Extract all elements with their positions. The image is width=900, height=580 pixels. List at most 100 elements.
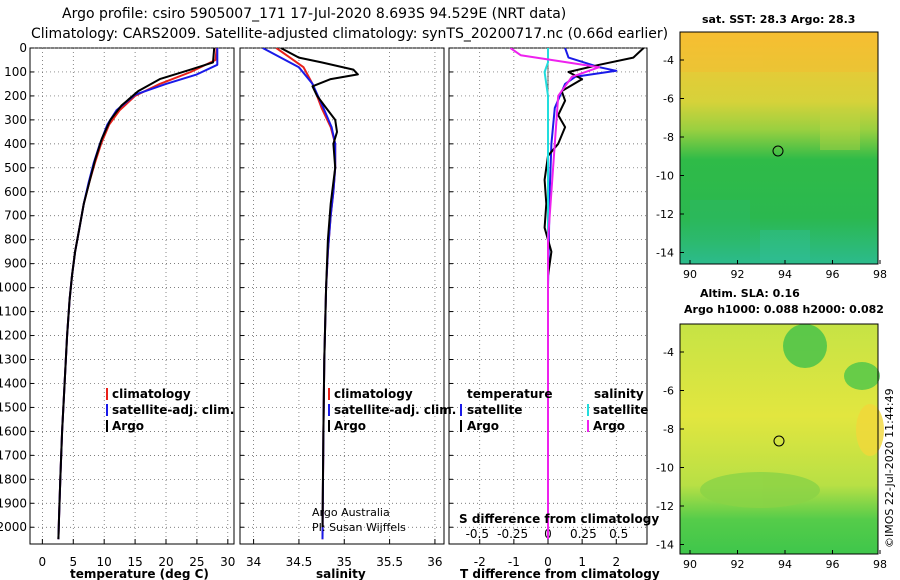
x-tick-label: -1 [508,555,520,569]
legend-label-satellite: satellite-adj. clim. [112,403,234,417]
depth-tick-label: 200 [4,89,27,103]
sst-map-axes: 90 92 94 96 98 -4 -6 -8 -10 -12 -14 [656,54,887,281]
map-y-tick-label: -10 [656,170,674,183]
legend-label-s-satellite: satellite [593,403,648,417]
top-x-tick-label: -0.5 [466,527,489,541]
x-tick-label: 15 [127,555,142,569]
map-x-tick-label: 98 [873,268,887,281]
x-tick-label: 0 [39,555,47,569]
legend-swatch-satellite [328,404,330,416]
header-line1: Argo profile: csiro 5905007_171 17-Jul-2… [62,6,567,22]
sst-map-title: sat. SST: 28.3 Argo: 28.3 [702,13,855,26]
x-tick-label: 2 [612,555,620,569]
legend-swatch-argo [328,420,330,432]
depth-tick-label: 1200 [0,329,27,343]
depth-tick-label: 700 [4,209,27,223]
x-tick-label: -2 [474,555,486,569]
sst-map-field [680,32,878,264]
x-tick-label: 0 [544,555,552,569]
x-tick-label: 25 [189,555,204,569]
sst-argo-marker [772,145,784,157]
difference-top-xlabel: S difference from climatology [459,512,659,526]
x-tick-label: 36 [427,555,442,569]
difference-legend: temperature salinity satellite Argo sate… [460,387,648,433]
depth-tick-label: 0 [19,41,27,55]
depth-tick-label: 2000 [0,520,27,534]
depth-tick-label: 1500 [0,400,27,414]
legend-label-climatology: climatology [112,387,191,401]
sla-map-title-line1: Altim. SLA: 0.16 [700,287,800,300]
depth-tick-label: 300 [4,113,27,127]
top-x-tick-label: -0.25 [497,527,528,541]
x-tick-label: 10 [97,555,112,569]
depth-tick-label: 1400 [0,376,27,390]
difference-xlabel: T difference from climatology [460,567,660,580]
legend-swatch-climatology [328,388,330,400]
map-x-tick-label: 94 [778,558,792,571]
depth-tick-label: 100 [4,65,27,79]
temperature-legend: climatology satellite-adj. clim. Argo [106,387,234,433]
map-y-tick-label: -14 [656,539,674,552]
legend-swatch-argo [106,420,108,432]
depth-tick-label: 500 [4,161,27,175]
legend-title-salinity: salinity [594,387,644,401]
map-x-tick-label: 90 [683,558,697,571]
map-y-tick-label: -10 [656,462,674,475]
depth-tick-label: 600 [4,185,27,199]
salinity-annotation-line2: PI: Susan Wijffels [312,521,406,534]
x-tick-label: 35.5 [376,555,403,569]
x-tick-label: 34 [246,555,261,569]
legend-swatch-t-argo [460,420,462,432]
map-y-tick-label: -14 [656,247,674,260]
sla-argo-marker [773,435,785,447]
temperature-panel-frame [29,47,235,545]
legend-swatch-satellite [106,404,108,416]
depth-tick-label: 1300 [0,352,27,366]
depth-tick-label: 1700 [0,448,27,462]
legend-label-t-argo: Argo [467,419,499,433]
x-tick-label: 34.5 [286,555,313,569]
map-y-tick-label: -12 [656,500,674,513]
map-y-tick-label: -4 [663,346,674,359]
legend-label-s-argo: Argo [593,419,625,433]
legend-label-satellite: satellite-adj. clim. [334,403,456,417]
sla-map-field [680,324,878,554]
map-x-tick-label: 96 [826,268,840,281]
legend-swatch-t-satellite [460,404,462,416]
depth-tick-label: 1900 [0,496,27,510]
top-x-tick-label: 0.5 [609,527,628,541]
map-x-tick-label: 96 [826,558,840,571]
series-line-s-argo [509,48,601,540]
legend-label-argo: Argo [334,419,366,433]
depth-tick-label: 900 [4,257,27,271]
legend-swatch-s-argo [587,420,589,432]
map-y-tick-label: -8 [663,423,674,436]
x-tick-label: 5 [69,555,77,569]
sla-map-axes: 90 92 94 96 98 -4 -6 -8 -10 -12 -14 [656,346,887,571]
map-x-tick-label: 92 [731,558,745,571]
map-x-tick-label: 90 [683,268,697,281]
depth-tick-label: 400 [4,137,27,151]
legend-label-argo: Argo [112,419,144,433]
map-y-tick-label: -8 [663,131,674,144]
salinity-xlabel: salinity [316,567,366,580]
x-tick-label: 35 [337,555,352,569]
sla-map-frame [679,323,879,555]
header-line2: Climatology: CARS2009. Satellite-adjuste… [31,26,669,42]
sla-map-texture [700,324,884,508]
legend-label-t-satellite: satellite [467,403,522,417]
map-x-tick-label: 94 [778,268,792,281]
series-line-argo [57,48,216,540]
legend-swatch-climatology [106,388,108,400]
sla-map-title-line2: Argo h1000: 0.088 h2000: 0.082 [684,303,884,316]
x-tick-label: 20 [158,555,173,569]
legend-label-climatology: climatology [334,387,413,401]
x-tick-label: 1 [578,555,586,569]
map-y-tick-label: -4 [663,54,674,67]
legend-title-temperature: temperature [467,387,552,401]
depth-tick-label: 1100 [0,305,27,319]
sst-map-texture [680,32,878,260]
series-line-argo [280,48,359,528]
map-x-tick-label: 98 [873,558,887,571]
